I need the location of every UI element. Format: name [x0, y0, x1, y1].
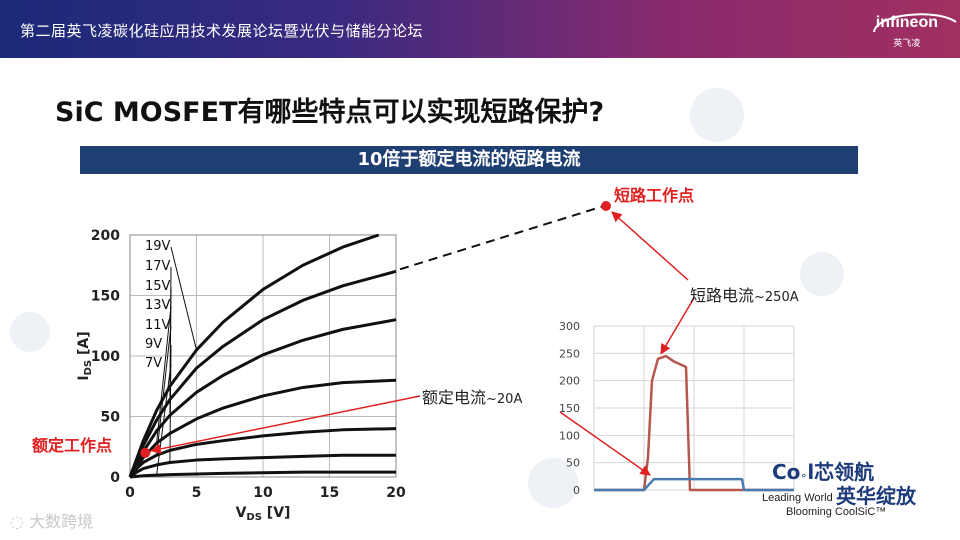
sc-peak-arrow [660, 297, 695, 355]
short-circuit-current-label: 短路电流~250A [690, 282, 799, 306]
bg-decor-circle [800, 252, 844, 296]
y-tick-label: 0 [573, 484, 580, 497]
sc-point-arrow [611, 211, 689, 281]
cool-suffix: l芯领航 [807, 460, 875, 484]
event-title: 第二届英飞凌碳化硅应用技术发展论坛暨光伏与储能分论坛 [20, 22, 424, 40]
curve-label-11V: 11V [145, 318, 171, 333]
curve-label-9V: 9V [145, 337, 162, 352]
y-tick-label: 150 [559, 402, 580, 415]
short-circuit-dashed-line [399, 205, 605, 271]
logo-brand-text: infineon [875, 14, 938, 31]
y-tick-label: 50 [101, 410, 121, 426]
y-tick-label: 0 [110, 470, 120, 486]
rated-current-text: 额定电流 [422, 388, 487, 407]
curve-label-19V: 19V [145, 239, 171, 254]
rated-point-marker [140, 447, 151, 458]
curve-label-13V: 13V [145, 298, 171, 313]
y-tick-label: 200 [559, 375, 580, 388]
watermark: ◌ 大数跨境 [10, 508, 93, 532]
short-circuit-point-label: 短路工作点 [614, 186, 695, 205]
rated-current-label: 额定电流~20A [422, 384, 522, 408]
coolsic-branding: Co∘l芯领航 [772, 456, 874, 485]
curve-leader-11V [156, 325, 172, 456]
bg-decor-circle [528, 458, 578, 508]
rated-point-arrow [150, 395, 421, 455]
short-circuit-waveform-chart: 0 50 100 150 200 250 300 [559, 320, 795, 497]
logo-brand-cn: 英飞凌 [893, 39, 921, 49]
y-axis-label: IDS [A] [76, 331, 94, 380]
x-tick-label: 5 [192, 485, 202, 501]
x-tick-label: 0 [125, 485, 135, 501]
short-circuit-point-marker [601, 201, 611, 211]
curve-label-7V: 7V [145, 356, 162, 371]
curve-13V [128, 378, 397, 478]
sc-current-text: 短路电流 [690, 286, 755, 305]
subtitle-banner: 10倍于额定电流的短路电流 [80, 146, 858, 174]
branding-tagline-1: Leading World [762, 492, 833, 504]
y-tick-label: 300 [559, 320, 580, 333]
sc-current-value: ~250A [754, 290, 799, 305]
cool-symbol-icon: ∘ [800, 469, 808, 482]
curve-leader-13V [156, 305, 172, 444]
rated-wave-arrow [559, 411, 651, 476]
y-tick-label: 200 [91, 228, 120, 244]
curve-15V [128, 318, 397, 478]
x-tick-label: 15 [320, 485, 339, 501]
logo-swoosh-icon [872, 13, 957, 33]
infineon-logo: infineon 英飞凌 [872, 13, 957, 49]
curve-9V [129, 453, 396, 479]
curve-7V [129, 470, 396, 479]
slide-title: SiC MOSFET有哪些特点可以实现短路保护? [55, 97, 605, 128]
bg-decor-circle [690, 88, 744, 142]
y-tick-label: 250 [559, 347, 580, 360]
curve-11V [128, 427, 397, 478]
x-tick-label: 10 [253, 485, 273, 501]
y-tick-label: 100 [559, 429, 580, 442]
bg-decor-circle [10, 312, 50, 352]
plot-frame [129, 234, 397, 478]
watermark-text: 大数跨境 [29, 512, 94, 531]
cool-prefix: Co [772, 460, 801, 484]
y-tick-label: 100 [91, 349, 120, 365]
x-axis-label: VDS [V] [236, 505, 291, 523]
y-tick-label: 50 [566, 457, 580, 470]
rated-point-label: 额定工作点 [32, 436, 113, 455]
annotation-connectors [150, 201, 695, 476]
waveform-rated [594, 477, 794, 492]
curve-label-15V: 15V [145, 279, 171, 294]
curve-label-17V: 17V [145, 259, 171, 274]
curve-leader-19V [170, 246, 197, 351]
rated-current-value: ~20A [486, 392, 523, 407]
y-tick-label: 150 [91, 289, 120, 305]
branding-tagline-2: Blooming CoolSiC™ [786, 506, 887, 518]
x-tick-label: 20 [386, 485, 406, 501]
branding-cn2: 英华绽放 [836, 484, 916, 508]
watermark-icon: ◌ [10, 512, 24, 531]
curve-leader-7V [156, 363, 172, 476]
header-bar: 第二届英飞凌碳化硅应用技术发展论坛暨光伏与储能分论坛 infineon 英飞凌 [0, 0, 960, 58]
